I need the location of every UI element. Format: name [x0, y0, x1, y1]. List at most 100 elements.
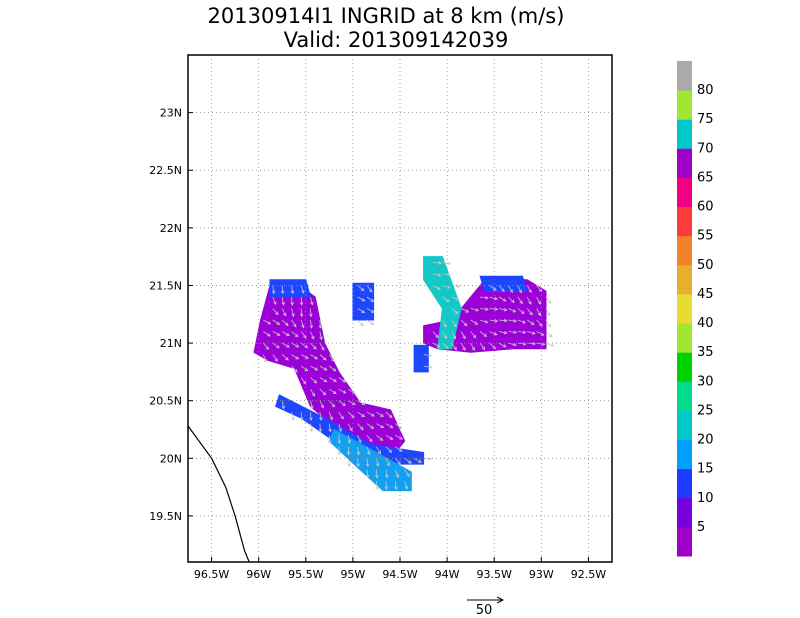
wind-vector	[290, 285, 295, 295]
wind-vector	[281, 331, 290, 337]
y-tick-label: 22N	[160, 222, 182, 235]
wind-vector	[527, 331, 536, 335]
wind-vector	[291, 308, 295, 318]
colorbar-label: 80	[697, 83, 714, 98]
x-tick-label: 92.5W	[571, 568, 606, 581]
wind-vector	[338, 377, 347, 383]
wind-vector	[328, 435, 332, 445]
colorbar-label: 65	[697, 171, 714, 186]
wind-vector	[375, 458, 380, 467]
wind-vector	[451, 296, 461, 301]
wind-vector	[480, 295, 489, 300]
colorbar-label: 5	[697, 520, 705, 535]
wind-vector	[385, 434, 394, 440]
wind-vector	[517, 330, 527, 334]
colorbar-swatch	[677, 468, 692, 499]
wind-vector	[366, 319, 375, 326]
wind-vector	[432, 331, 439, 339]
reference-vector-label: 50	[476, 603, 493, 618]
wind-vector	[498, 285, 505, 293]
wind-vector	[451, 284, 461, 288]
colorbar: 5 10 15 20 25 30 35 40 45 50 55 60 65 70 75 80	[677, 61, 714, 557]
wind-vector	[300, 365, 309, 372]
wind-vector	[263, 331, 271, 337]
wind-vector	[329, 365, 337, 372]
wind-vector	[338, 423, 342, 433]
wind-vector	[272, 308, 279, 316]
wind-vector	[480, 307, 489, 311]
reference-vector: 50	[467, 596, 505, 618]
wind-vector	[347, 435, 351, 444]
wind-vector	[347, 400, 356, 406]
wind-vector	[366, 434, 373, 443]
wind-vector	[357, 423, 364, 431]
colorbar-swatch	[677, 61, 692, 91]
wind-vector	[442, 272, 452, 277]
wind-vector	[460, 342, 466, 351]
wind-vector	[310, 388, 316, 397]
colorbar-label: 25	[697, 403, 714, 418]
wind-vector	[291, 319, 297, 328]
wind-vector	[442, 285, 451, 289]
wind-vector	[337, 446, 342, 456]
colorbar-swatch	[677, 497, 692, 528]
wind-vector	[461, 308, 470, 313]
wind-vector	[328, 423, 332, 433]
wind-vector	[347, 388, 356, 394]
colorbar-swatch	[677, 206, 692, 237]
x-tick-label: 96W	[246, 568, 271, 581]
wind-vector	[385, 411, 393, 419]
wind-vector	[432, 261, 442, 265]
wind-vector	[319, 377, 328, 383]
wind-vector	[338, 400, 346, 407]
wind-vector	[319, 412, 323, 421]
wind-vector	[536, 308, 542, 317]
wind-vector	[291, 365, 298, 373]
wind-vector	[479, 331, 488, 337]
wind-vector	[489, 296, 499, 301]
colorbar-label: 55	[697, 229, 714, 244]
wind-vector	[328, 412, 333, 421]
wind-vector	[451, 342, 457, 351]
wind-vector	[545, 296, 552, 305]
wind-vector	[517, 319, 527, 324]
wind-vector	[489, 331, 498, 336]
wind-vector	[413, 457, 422, 463]
colorbar-label: 70	[697, 141, 714, 156]
wind-region-3	[269, 279, 312, 298]
wind-vector	[385, 458, 390, 467]
wind-vector	[263, 342, 270, 350]
x-tick-label: 95W	[340, 568, 365, 581]
wind-vector	[545, 331, 553, 338]
wind-vector	[423, 353, 433, 357]
colorbar-swatch	[677, 293, 692, 324]
colorbar-label: 60	[697, 200, 714, 215]
x-tick-label: 93.5W	[477, 568, 512, 581]
wind-vector	[309, 308, 313, 318]
wind-vector	[310, 377, 318, 384]
colorbar-label: 15	[697, 462, 714, 477]
wind-vector	[291, 412, 295, 421]
wind-vector	[508, 330, 518, 334]
wind-vector	[384, 469, 389, 479]
colorbar-label: 75	[697, 112, 714, 127]
wind-vector	[272, 296, 277, 306]
wind-vector	[545, 319, 551, 328]
wind-vector	[498, 296, 507, 302]
wind-vector	[366, 285, 373, 293]
wind-vector	[470, 308, 480, 312]
wind-vector	[319, 354, 327, 361]
wind-vector	[356, 446, 361, 456]
wind-vector	[280, 285, 285, 295]
wind-vector	[365, 458, 370, 468]
wind-region-1	[274, 394, 425, 465]
wind-vector	[319, 331, 323, 341]
wind-vector	[517, 296, 523, 305]
wind-vector	[451, 319, 457, 328]
wind-vector	[366, 296, 375, 303]
wind-vector	[328, 400, 336, 408]
wind-vector	[357, 296, 366, 302]
wind-vector	[310, 365, 319, 371]
colorbar-swatch	[677, 264, 692, 295]
wind-vector	[357, 400, 366, 405]
